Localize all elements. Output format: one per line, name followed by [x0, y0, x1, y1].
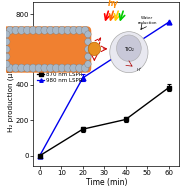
Circle shape — [4, 46, 10, 53]
Circle shape — [81, 64, 89, 72]
Text: H⁺: H⁺ — [136, 68, 141, 72]
Circle shape — [110, 32, 148, 73]
Circle shape — [58, 64, 66, 72]
Circle shape — [85, 38, 91, 45]
Circle shape — [23, 26, 31, 34]
Circle shape — [76, 26, 83, 34]
Legend: 870 nm LSPR, 980 nm LSPR: 870 nm LSPR, 980 nm LSPR — [36, 70, 83, 84]
Circle shape — [85, 46, 91, 53]
Circle shape — [64, 64, 71, 72]
Circle shape — [85, 61, 91, 67]
Circle shape — [70, 26, 77, 34]
Circle shape — [88, 42, 100, 56]
Circle shape — [117, 35, 141, 61]
Circle shape — [53, 64, 60, 72]
Circle shape — [85, 31, 91, 38]
Text: TiO₂: TiO₂ — [124, 47, 134, 52]
Circle shape — [23, 64, 31, 72]
Circle shape — [81, 26, 89, 34]
Circle shape — [41, 64, 48, 72]
Circle shape — [47, 26, 54, 34]
Circle shape — [70, 64, 77, 72]
Circle shape — [76, 64, 83, 72]
Circle shape — [4, 61, 10, 67]
Circle shape — [4, 31, 10, 38]
Circle shape — [85, 53, 91, 60]
Circle shape — [29, 26, 37, 34]
Circle shape — [41, 26, 48, 34]
Circle shape — [29, 64, 37, 72]
Text: Water
reduction: Water reduction — [138, 16, 157, 25]
Circle shape — [6, 64, 14, 72]
Circle shape — [6, 26, 14, 34]
Circle shape — [18, 26, 25, 34]
Circle shape — [47, 64, 54, 72]
Circle shape — [53, 26, 60, 34]
Y-axis label: H₂ production (μM g cat⁻¹): H₂ production (μM g cat⁻¹) — [7, 36, 14, 132]
Circle shape — [35, 26, 43, 34]
X-axis label: Time (min): Time (min) — [86, 178, 127, 187]
Circle shape — [58, 26, 66, 34]
Circle shape — [4, 53, 10, 60]
Circle shape — [4, 38, 10, 45]
Circle shape — [18, 64, 25, 72]
FancyBboxPatch shape — [2, 26, 91, 73]
Circle shape — [64, 26, 71, 34]
Circle shape — [12, 26, 19, 34]
Circle shape — [35, 64, 43, 72]
Circle shape — [12, 64, 19, 72]
Text: hγ: hγ — [107, 0, 118, 8]
